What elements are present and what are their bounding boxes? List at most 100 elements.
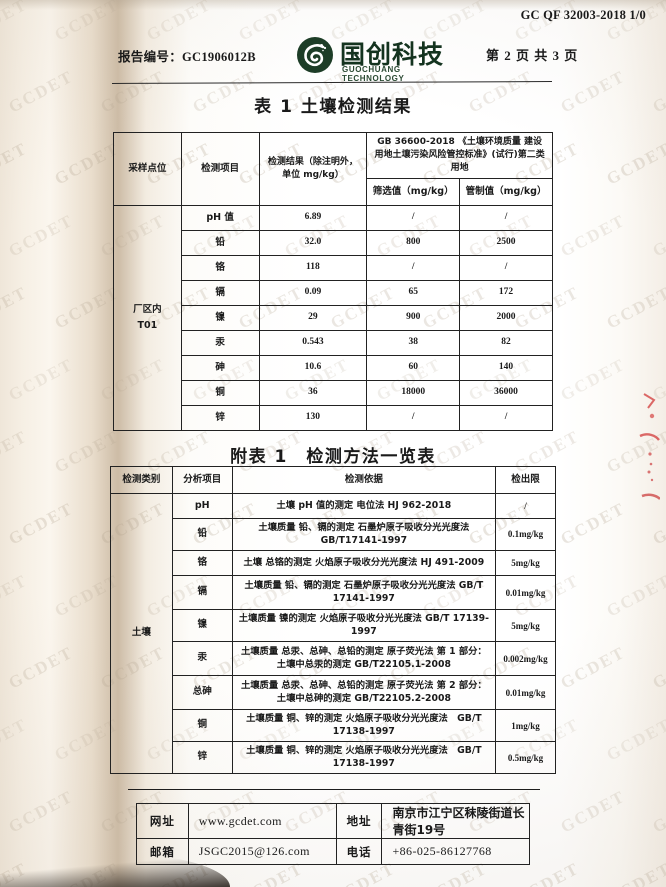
value-email[interactable]: JSGC2015@126.com — [187, 838, 337, 865]
table-row: 镉 土壤质量 铅、镉的测定 石墨炉原子吸收分光光度法 GB/T 17141-19… — [111, 575, 556, 611]
td-limit: 0.1mg/kg — [495, 517, 556, 552]
td-item: 铅 — [180, 230, 260, 257]
td-screening: 18000 — [366, 380, 461, 407]
td-item: 镉 — [180, 280, 260, 307]
td-analysis-item: 铜 — [171, 709, 233, 743]
td-analysis-item: 总砷 — [171, 675, 233, 711]
report-number: 报告编号：GC1906012B — [118, 46, 256, 65]
td-limit: 5mg/kg — [495, 550, 556, 577]
td-item: 砷 — [180, 355, 260, 382]
td-basis: 土壤质量 铅、镉的测定 石墨炉原子吸收分光光度法 GB/T 17141-1997 — [231, 575, 497, 611]
table-row: 邮箱 JSGC2015@126.com 电话 +86-025-86127768 — [136, 838, 530, 865]
table-row: 厂区内 T01 pH 值 6.89 / / — [113, 205, 553, 432]
table-row: 铅 土壤质量 铅、镉的测定 石墨炉原子吸收分光光度法 GB/T17141-199… — [111, 517, 556, 552]
site-line-2: T01 — [137, 320, 158, 332]
td-result: 130 — [258, 405, 368, 432]
table2-title: 附表 1 检测方法一览表 — [230, 447, 436, 467]
td-screening: / — [366, 405, 461, 432]
document-code: GC QF 32003-2018 1/0 — [520, 8, 646, 22]
td-control: / — [459, 205, 553, 232]
th-detection-limit: 检出限 — [495, 466, 556, 494]
th-analysis-item: 分析项目 — [171, 466, 233, 494]
td-result: 118 — [258, 255, 368, 282]
th-category: 检测类别 — [110, 466, 173, 494]
th-standard: GB 36600-2018 《土壤环境质量 建设用地土壤污染风险管控标准》(试行… — [366, 131, 553, 180]
table-row: 镍 土壤质量 镍的测定 火焰原子吸收分光光度法 GB/T 17139-1997 … — [111, 609, 556, 643]
td-screening: / — [366, 255, 461, 282]
td-analysis-item: pH — [171, 493, 233, 519]
td-analysis-item: 铬 — [171, 550, 233, 577]
value-website[interactable]: www.gcdet.com — [187, 803, 337, 839]
table1-header-row-1: 采样点位 检测项目 检测结果（除注明外，单位 mg/kg） GB 36600-2… — [113, 131, 553, 207]
report-number-label: 报告编号： — [118, 50, 183, 64]
label-address: 地址 — [335, 803, 383, 839]
td-control: / — [459, 405, 553, 432]
td-screening: 60 — [366, 355, 461, 382]
table1-title: 表 1 土壤检测结果 — [254, 97, 412, 117]
table-row: 镍 29 900 2000 — [114, 305, 553, 332]
td-analysis-item: 锌 — [171, 741, 233, 775]
logo-chinese-name: 国创科技 — [340, 40, 445, 69]
td-basis: 土壤质量 总汞、总砷、总铅的测定 原子荧光法 第 1 部分：土壤中总汞的测定 G… — [231, 641, 497, 677]
td-limit: 5mg/kg — [495, 609, 556, 643]
td-analysis-item: 汞 — [171, 641, 233, 677]
td-control: 172 — [459, 280, 553, 307]
td-basis: 土壤质量 总汞、总砷、总铅的测定 原子荧光法 第 2 部分：土壤中总砷的测定 G… — [231, 675, 497, 711]
logo-english-name: GUOCHUANG TECHNOLOGY — [342, 65, 405, 83]
td-limit: 0.01mg/kg — [495, 675, 556, 711]
td-limit: 0.5mg/kg — [495, 741, 556, 775]
th-item: 检测项目 — [180, 131, 260, 207]
table-row: 锌 土壤质量 铜、锌的测定 火焰原子吸收分光光度法 GB/T 17138-199… — [111, 741, 556, 775]
td-item: 铬 — [180, 255, 260, 282]
report-number-value: GC1906012B — [182, 50, 256, 64]
td-screening: 900 — [366, 305, 461, 332]
label-phone: 电话 — [335, 838, 383, 865]
soil-test-results-table: 采样点位 检测项目 检测结果（除注明外，单位 mg/kg） GB 36600-2… — [113, 131, 553, 432]
test-methods-table: 检测类别 分析项目 检测依据 检出限 土壤 pH 土壤 pH 值的测定 电位法 … — [110, 466, 556, 775]
td-result: 0.09 — [258, 280, 368, 307]
table-row: 铬 118 / / — [114, 255, 553, 282]
td-result: 10.6 — [258, 355, 368, 382]
td-item: 镍 — [180, 305, 260, 332]
td-item: pH 值 — [180, 205, 260, 232]
td-control: 82 — [459, 330, 553, 357]
td-site-name: 厂区内 T01 — [113, 205, 182, 432]
site-line-1: 厂区内 — [133, 304, 162, 315]
th-site: 采样点位 — [113, 131, 182, 207]
table-row: 土壤 pH 土壤 pH 值的测定 电位法 HJ 962-2018 / — [110, 492, 556, 775]
table-row: 汞 0.543 38 82 — [114, 330, 553, 357]
td-limit: 0.002mg/kg — [495, 641, 556, 677]
td-control: 2000 — [459, 305, 553, 332]
td-basis: 土壤 总铬的测定 火焰原子吸收分光光度法 HJ 491-2009 — [231, 550, 497, 577]
td-control: / — [459, 255, 553, 282]
company-logo: 国创科技 GUOCHUANG TECHNOLOGY — [296, 34, 461, 83]
td-basis: 土壤质量 铜、锌的测定 火焰原子吸收分光光度法 GB/T 17138-1997 — [231, 741, 497, 775]
th-control-value: 管制值（mg/kg） — [459, 178, 553, 207]
td-basis: 土壤质量 铅、镉的测定 石墨炉原子吸收分光光度法 GB/T17141-1997 — [231, 517, 497, 552]
td-limit: 0.01mg/kg — [495, 575, 556, 611]
td-item: 汞 — [180, 330, 260, 357]
td-result: 0.543 — [258, 330, 368, 357]
table-row: 网址 www.gcdet.com 地址 南京市江宁区秣陵街道长青街19号 — [136, 803, 530, 839]
table-row: 总砷 土壤质量 总汞、总砷、总铅的测定 原子荧光法 第 2 部分：土壤中总砷的测… — [111, 675, 556, 711]
th-basis: 检测依据 — [231, 466, 497, 494]
footer-contact-table: 网址 www.gcdet.com 地址 南京市江宁区秣陵街道长青街19号 邮箱 … — [136, 803, 530, 865]
value-address: 南京市江宁区秣陵街道长青街19号 — [381, 803, 530, 839]
page-indicator: 第 2 页 共 3 页 — [486, 48, 579, 63]
td-screening: / — [366, 205, 461, 232]
value-phone: +86-025-86127768 — [381, 838, 530, 865]
td-analysis-item: 铅 — [171, 517, 233, 552]
table-row: 镉 0.09 65 172 — [114, 280, 553, 307]
td-screening: 38 — [366, 330, 461, 357]
label-email: 邮箱 — [136, 838, 189, 865]
td-basis: 土壤 pH 值的测定 电位法 HJ 962-2018 — [231, 493, 497, 519]
table-row: 锌 130 / / — [114, 405, 553, 432]
table2-header-row: 检测类别 分析项目 检测依据 检出限 — [110, 466, 556, 494]
page-header: 报告编号：GC1906012B 国创科技 GUOCHUANG TECHNOLOG… — [0, 34, 666, 83]
footer-divider — [128, 789, 540, 790]
td-analysis-item: 镉 — [171, 575, 233, 611]
header-divider — [111, 81, 553, 84]
table-row: 汞 土壤质量 总汞、总砷、总铅的测定 原子荧光法 第 1 部分：土壤中总汞的测定… — [111, 641, 556, 677]
td-control: 2500 — [459, 230, 553, 257]
td-item: 锌 — [180, 405, 260, 432]
